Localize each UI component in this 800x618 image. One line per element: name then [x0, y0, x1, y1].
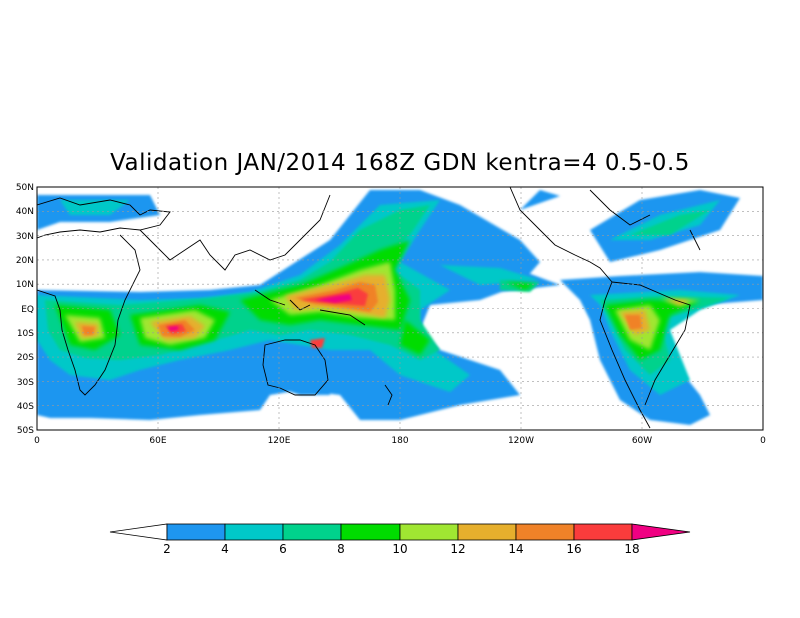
colorbar-label: 8	[337, 542, 345, 556]
lat-label: 30N	[16, 232, 34, 242]
colorbar-label: 14	[508, 542, 523, 556]
lat-label: EQ	[21, 305, 34, 315]
precip-band-18-plus	[168, 294, 352, 331]
colorbar-label: 12	[450, 542, 465, 556]
colorbar-swatch	[340, 523, 401, 541]
lat-label: 40S	[17, 402, 34, 412]
lat-label: 10S	[17, 329, 34, 339]
lat-label: 20S	[17, 353, 34, 363]
colorbar-swatch	[282, 523, 342, 541]
coastlines	[37, 187, 701, 429]
colorbar-swatch	[515, 523, 575, 541]
lon-label: 60W	[632, 436, 652, 446]
lat-label: 30S	[17, 378, 34, 388]
colorbar-low-arrow	[109, 523, 168, 541]
colorbar-swatch	[166, 523, 226, 541]
map-frame	[36, 186, 764, 431]
colorbar-label: 4	[221, 542, 229, 556]
colorbar-swatch	[573, 523, 633, 541]
lon-label: 120W	[508, 436, 534, 446]
lat-label: 10N	[16, 280, 34, 290]
lon-label: 0	[760, 436, 766, 446]
colorbar-label: 18	[624, 542, 639, 556]
lon-label: 0	[34, 436, 40, 446]
lon-label: 180	[391, 436, 408, 446]
colorbar-swatch	[399, 523, 459, 541]
lon-label: 120E	[268, 436, 291, 446]
colorbar-label: 16	[566, 542, 581, 556]
lat-label: 40N	[16, 207, 34, 217]
precip-field	[37, 187, 763, 429]
colorbar	[109, 523, 691, 541]
colorbar-high-arrow	[631, 523, 691, 541]
colorbar-labels: 2 4 6 8 10 12 14 16 18	[163, 542, 639, 556]
lat-label: 20N	[16, 256, 34, 266]
colorbar-label: 6	[279, 542, 287, 556]
colorbar-swatch	[224, 523, 284, 541]
colorbar-swatch	[457, 523, 517, 541]
lat-label: 50N	[16, 183, 34, 193]
graticule	[37, 187, 763, 430]
lon-axis: 0 60E 120E 180 120W 60W 0	[34, 436, 766, 446]
lon-label: 60E	[149, 436, 166, 446]
lat-axis: 50N 40N 30N 20N 10N EQ 10S 20S 30S 40S 5…	[16, 183, 34, 436]
map-title: Validation JAN/2014 168Z GDN kentra=4 0.…	[110, 150, 690, 176]
lat-label: 50S	[17, 426, 34, 436]
colorbar-label: 2	[163, 542, 171, 556]
colorbar-label: 10	[392, 542, 407, 556]
